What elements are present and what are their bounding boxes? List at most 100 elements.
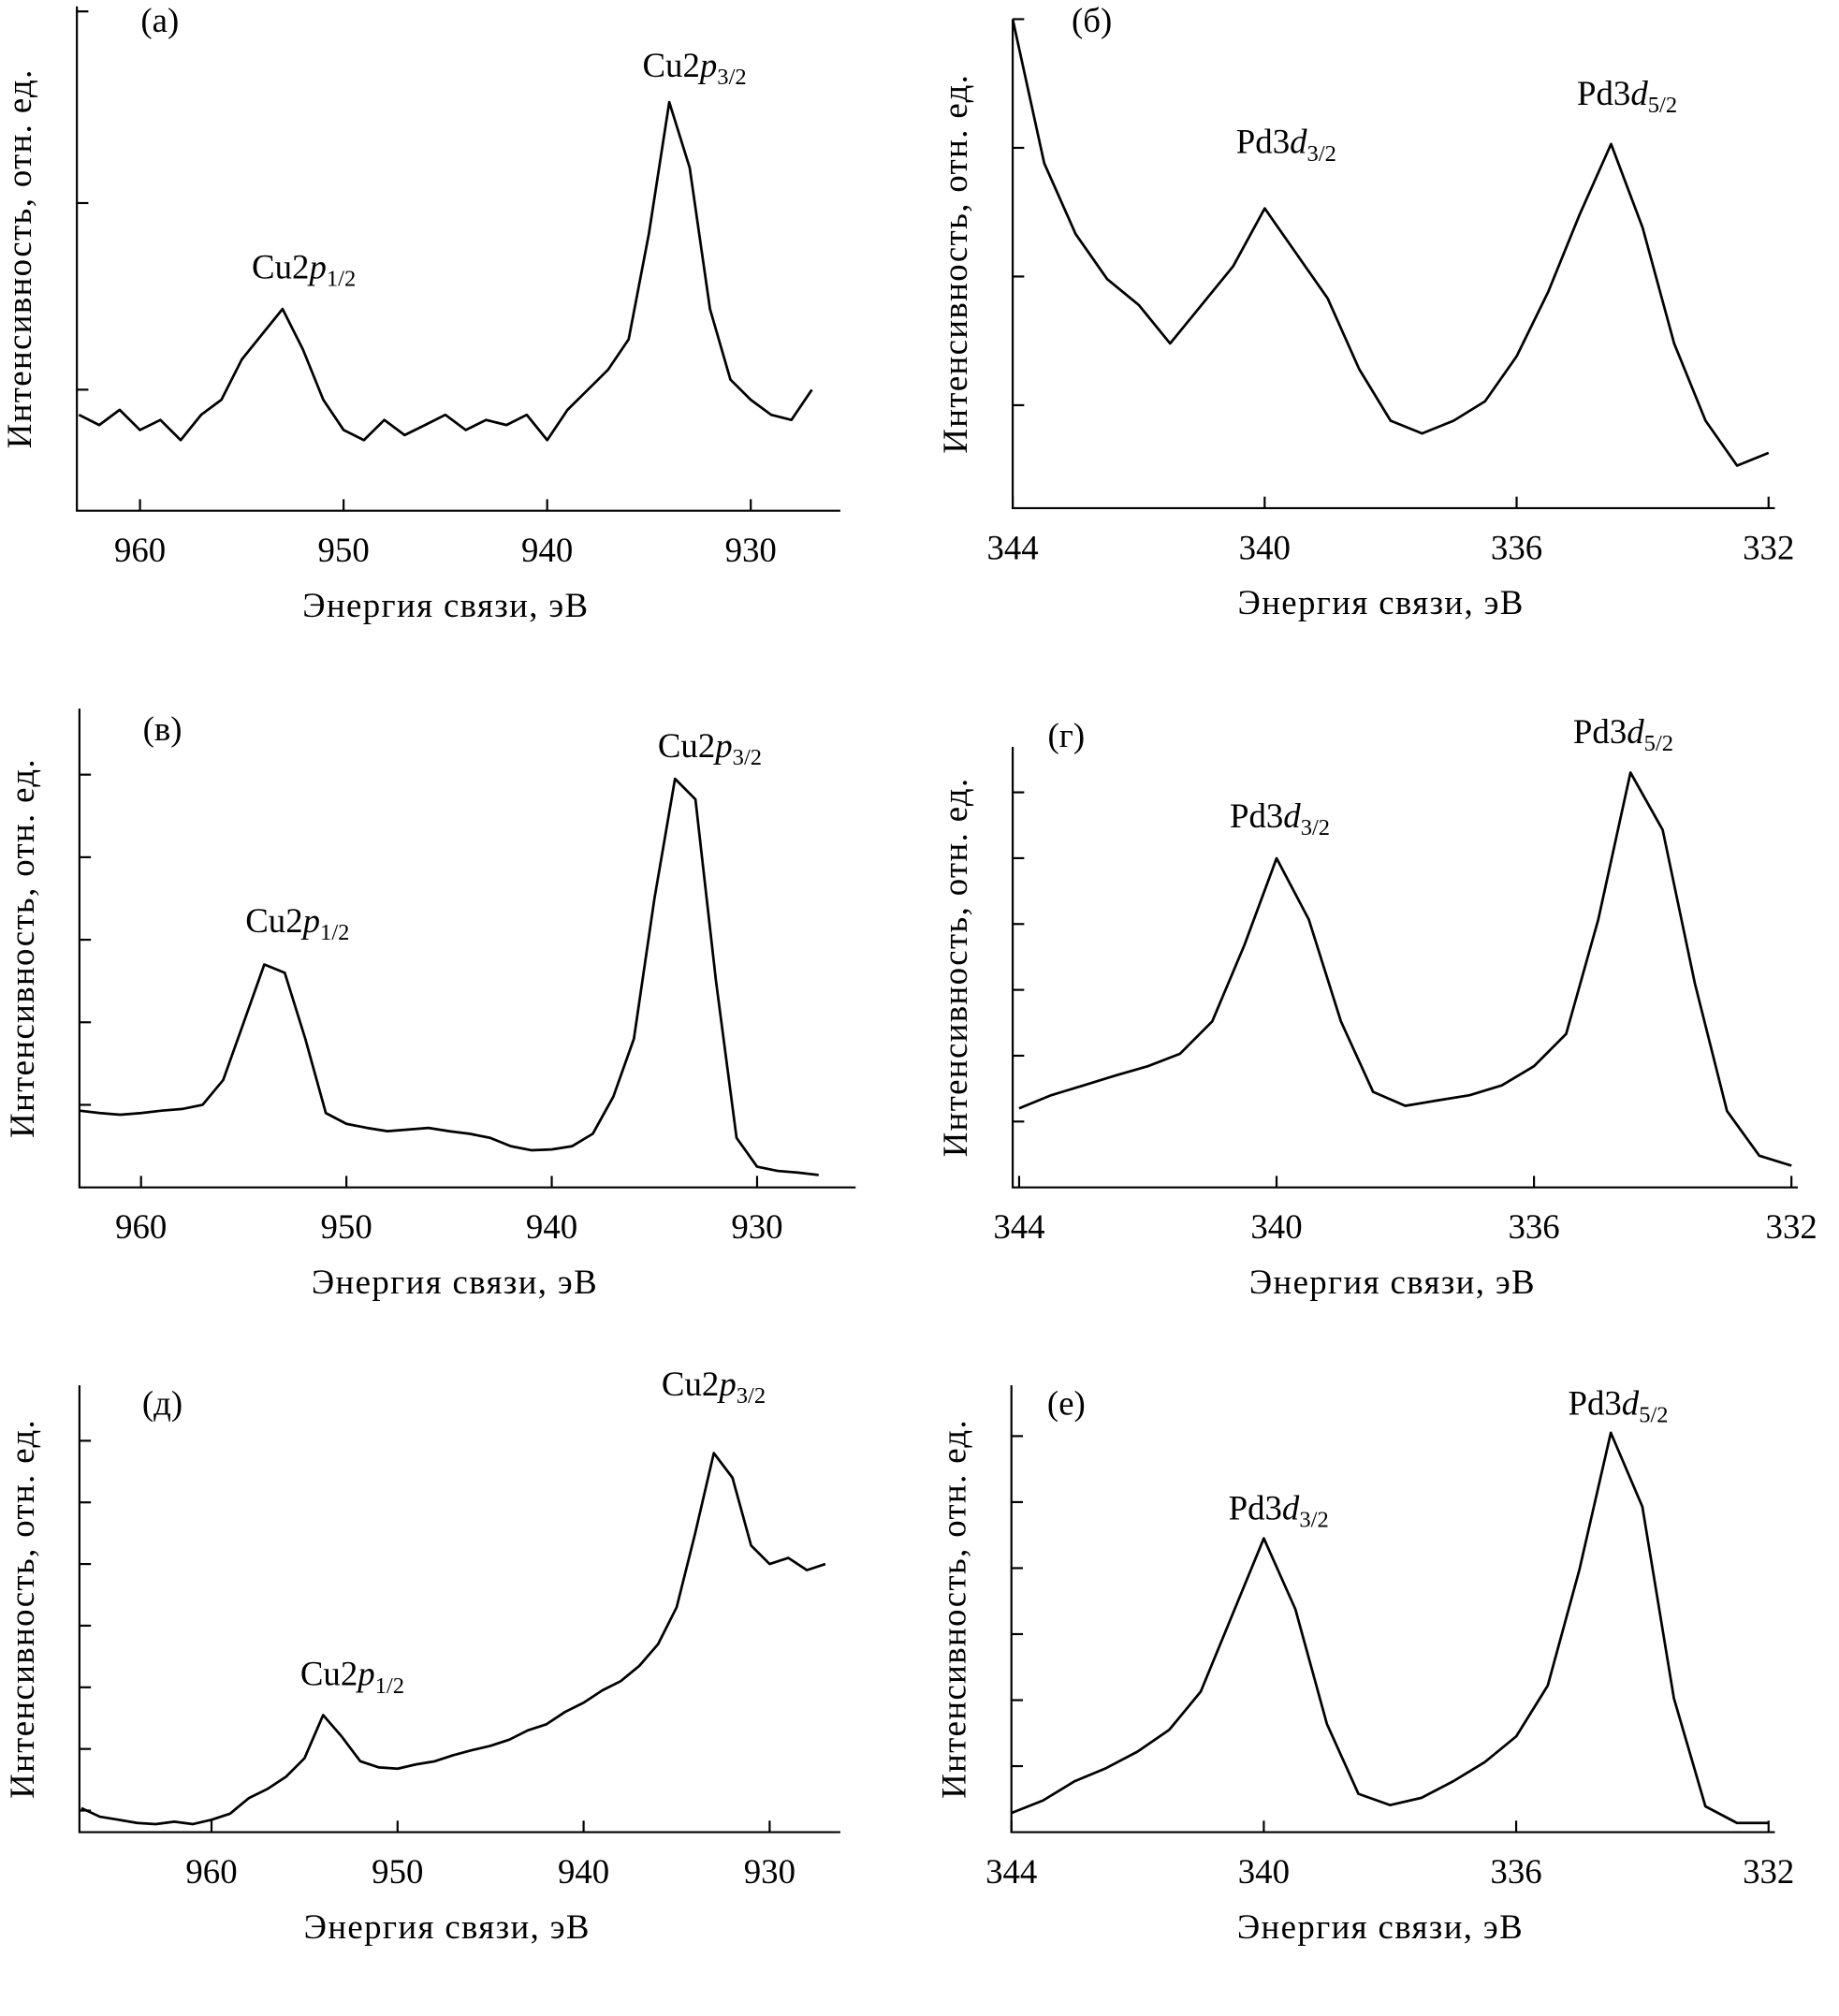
peak-element: Cu2	[662, 1365, 719, 1403]
spectrum-line	[79, 777, 819, 1176]
peak-orbital: d	[1630, 74, 1648, 112]
x-tick-label: 344	[985, 1852, 1037, 1891]
peak-label: Pd3d5/2	[1568, 1383, 1668, 1427]
axes	[1011, 19, 1775, 510]
axes	[78, 1385, 840, 1833]
peak-orbital: d	[1627, 712, 1644, 751]
peak-element: Cu2	[245, 901, 302, 940]
x-axis-title: Энергия связи, эВ	[1237, 1907, 1524, 1946]
peak-subscript: 5/2	[1644, 731, 1673, 756]
x-tick-label: 332	[1766, 1207, 1817, 1246]
x-tick-label: 950	[318, 531, 370, 569]
x-tick-label: 960	[115, 1207, 167, 1246]
peak-subscript: 1/2	[327, 267, 356, 292]
peak-label: Cu2p1/2	[245, 901, 349, 945]
peak-label: Pd3d5/2	[1573, 712, 1673, 756]
y-axis-title: Интенсивность, отн. ед.	[935, 1419, 973, 1799]
y-axis-title: Интенсивность, отн. ед.	[3, 1419, 41, 1799]
peak-orbital: p	[355, 1655, 374, 1693]
peak-element: Cu2	[300, 1655, 358, 1693]
peak-label: Cu2p3/2	[642, 46, 746, 90]
x-tick-label: 940	[526, 1207, 577, 1246]
x-tick-label: 336	[1491, 528, 1542, 566]
peak-subscript: 5/2	[1648, 93, 1677, 118]
spectrum-line	[80, 1452, 826, 1826]
panel-label: (в)	[143, 709, 182, 748]
x-tick-label: 336	[1490, 1852, 1541, 1891]
panel-label: (б)	[1072, 1, 1112, 39]
peak-label: Cu2p3/2	[658, 726, 762, 770]
x-tick-label: 344	[986, 528, 1038, 566]
peak-element: Pd3	[1573, 712, 1627, 751]
y-axis-title: Интенсивность, отн. ед.	[0, 68, 38, 448]
peak-subscript: 3/2	[1307, 141, 1336, 167]
peak-element: Pd3	[1577, 74, 1630, 112]
peak-subscript: 3/2	[737, 1383, 766, 1409]
peak-label: Pd3d5/2	[1577, 74, 1677, 118]
axes	[78, 709, 856, 1189]
peak-element: Cu2	[642, 46, 699, 84]
peak-subscript: 1/2	[320, 920, 349, 945]
peak-element: Pd3	[1568, 1383, 1621, 1422]
peak-element: Pd3	[1236, 123, 1290, 161]
spectrum-line	[78, 100, 813, 442]
peak-orbital: p	[697, 46, 717, 84]
peak-subscript: 3/2	[717, 65, 746, 90]
x-tick-label: 332	[1743, 528, 1794, 566]
peak-subscript: 5/2	[1639, 1403, 1668, 1428]
peak-element: Pd3	[1229, 1488, 1282, 1527]
peak-orbital: d	[1622, 1383, 1640, 1422]
x-tick-label: 930	[725, 531, 777, 569]
panel-label: (е)	[1047, 1383, 1086, 1422]
x-axis-title: Энергия связи, эВ	[304, 1907, 591, 1946]
peak-element: Cu2	[252, 247, 309, 285]
peak-label: Pd3d3/2	[1230, 796, 1330, 840]
x-tick-label: 344	[993, 1207, 1044, 1246]
peak-subscript: 3/2	[733, 745, 762, 770]
peak-label: Cu2p3/2	[662, 1365, 766, 1409]
peak-orbital: d	[1282, 1488, 1300, 1527]
peak-orbital: p	[712, 726, 732, 765]
peak-element: Cu2	[658, 726, 715, 765]
x-tick-label: 332	[1743, 1852, 1794, 1891]
peak-orbital: p	[716, 1365, 736, 1403]
x-axis-title: Энергия связи, эВ	[312, 1263, 598, 1301]
peak-label: Pd3d3/2	[1236, 123, 1336, 167]
panel-label: (а)	[140, 1, 179, 39]
peak-label: Cu2p1/2	[300, 1655, 404, 1699]
x-tick-label: 960	[114, 531, 166, 569]
peak-label: Cu2p1/2	[252, 247, 356, 291]
peak-label: Pd3d3/2	[1229, 1488, 1329, 1532]
peak-subscript: 3/2	[1301, 815, 1330, 840]
peak-subscript: 3/2	[1299, 1508, 1328, 1533]
x-tick-label: 340	[1238, 1852, 1290, 1891]
panel-label: (д)	[142, 1383, 182, 1422]
axes	[76, 6, 840, 512]
x-axis-title: Энергия связи, эВ	[1238, 583, 1525, 621]
x-tick-label: 960	[185, 1852, 237, 1891]
y-axis-title: Интенсивность, отн. ед.	[936, 74, 974, 454]
x-tick-label: 940	[558, 1852, 609, 1891]
x-tick-label: 340	[1250, 1207, 1302, 1246]
peak-element: Pd3	[1230, 796, 1283, 835]
spectrum-line	[1018, 771, 1792, 1167]
spectrum-line	[1011, 1431, 1769, 1825]
y-axis-title: Интенсивность, отн. ед.	[3, 758, 41, 1138]
x-tick-label: 336	[1508, 1207, 1559, 1246]
peak-orbital: d	[1283, 796, 1301, 835]
peak-orbital: d	[1290, 123, 1307, 161]
axes	[1011, 747, 1799, 1189]
peak-orbital: p	[306, 247, 326, 285]
spectrum-line	[1011, 19, 1770, 467]
y-axis-title: Интенсивность, отн. ед.	[936, 777, 974, 1157]
x-tick-label: 930	[731, 1207, 782, 1246]
x-axis-title: Энергия связи, эВ	[302, 586, 589, 624]
x-tick-label: 930	[744, 1852, 795, 1891]
panel-label: (г)	[1048, 716, 1086, 754]
peak-subscript: 1/2	[375, 1673, 404, 1699]
x-axis-title: Энергия связи, эВ	[1249, 1263, 1536, 1301]
x-tick-label: 950	[321, 1207, 372, 1246]
x-tick-label: 340	[1239, 528, 1291, 566]
